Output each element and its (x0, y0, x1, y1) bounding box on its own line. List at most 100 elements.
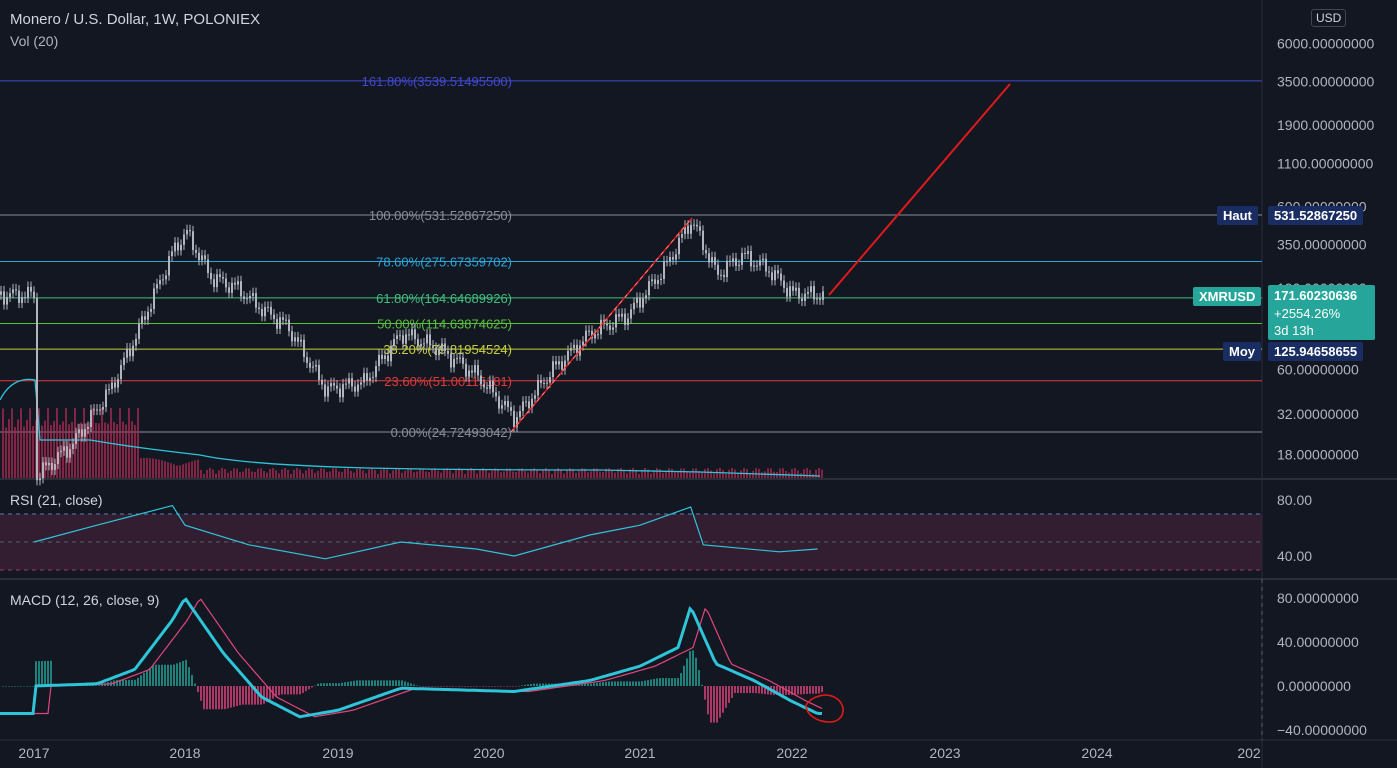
macd-histogram-bar (587, 683, 589, 686)
volume-bar (371, 468, 373, 478)
macd-histogram-bar (449, 686, 451, 687)
macd-histogram-bar (608, 681, 610, 686)
currency-button[interactable]: USD (1311, 9, 1347, 27)
macd-histogram-bar (17, 686, 19, 687)
price-candle-body (507, 400, 509, 408)
macd-histogram-bar (812, 686, 814, 694)
volume-bar (275, 470, 277, 478)
macd-histogram-bar (779, 686, 781, 695)
time-axis-label: 202 (1237, 745, 1261, 761)
volume-bar (269, 469, 271, 478)
macd-histogram-bar (497, 686, 499, 687)
price-candle-body (285, 319, 287, 321)
macd-histogram-bar (695, 657, 697, 686)
price-candle-body (300, 339, 302, 342)
macd-histogram-bar (719, 686, 721, 718)
price-candle-body (513, 410, 515, 428)
volume-bar (176, 465, 178, 478)
volume-bar (455, 469, 457, 478)
macd-histogram-bar (698, 670, 700, 686)
macd-histogram-bar (158, 664, 160, 686)
volume-bar (308, 468, 310, 478)
macd-histogram-bar (803, 686, 805, 695)
macd-histogram-bar (101, 684, 103, 686)
volume-bar (200, 469, 202, 478)
price-candle-body (189, 230, 191, 232)
volume-bar (272, 468, 274, 478)
price-candle-body (321, 379, 323, 385)
macd-histogram-bar (362, 680, 364, 686)
price-candle-body (744, 253, 746, 255)
volume-bar (338, 471, 340, 478)
price-candle-body (129, 348, 131, 357)
macd-histogram-bar (395, 680, 397, 686)
price-candle-body (372, 376, 374, 378)
macd-histogram-bar (206, 686, 208, 710)
price-candle-body (138, 323, 140, 339)
macd-histogram-bar (461, 686, 463, 687)
volume-bar (107, 423, 109, 478)
price-candle-body (132, 345, 134, 357)
price-candle-body (657, 280, 659, 284)
macd-histogram-bar (173, 664, 175, 686)
price-candle-body (90, 410, 92, 427)
price-candle-body (597, 334, 599, 336)
volume-bar (281, 469, 283, 478)
price-candle-body (459, 357, 461, 359)
macd-histogram-bar (422, 686, 424, 687)
macd-histogram-bar (134, 679, 136, 686)
macd-histogram-bar (530, 683, 532, 686)
price-candle-body (654, 279, 656, 284)
macd-histogram-bar (614, 681, 616, 686)
volume-bar (257, 468, 259, 478)
price-candle-body (84, 428, 86, 437)
volume-bar (665, 470, 667, 478)
price-candle-body (483, 384, 485, 388)
volume-bar (476, 473, 478, 478)
price-candle-body (756, 265, 758, 267)
volume-bar (680, 468, 682, 478)
volume-bar (578, 470, 580, 478)
price-candle-body (390, 345, 392, 362)
volume-bar (236, 468, 238, 478)
time-axis-label: 2017 (18, 745, 49, 761)
price-candle-body (684, 225, 686, 235)
price-candle-body (711, 257, 713, 263)
volume-bar (545, 468, 547, 478)
volume-bar (419, 468, 421, 478)
price-candle-body (357, 384, 359, 392)
price-candle-body (519, 410, 521, 418)
price-candle-body (42, 462, 44, 479)
macd-histogram-bar (593, 683, 595, 686)
volume-bar (407, 468, 409, 478)
price-candle-body (801, 298, 803, 301)
macd-histogram-bar (581, 683, 583, 686)
macd-histogram-bar (245, 686, 247, 705)
volume-bar (98, 423, 100, 478)
macd-histogram-bar (152, 665, 154, 686)
macd-histogram-bar (137, 677, 139, 686)
macd-histogram-bar (377, 680, 379, 686)
volume-bar (737, 473, 739, 478)
volume-bar (332, 468, 334, 478)
fib-level-label: 0.00%(24.72493042) (391, 425, 512, 440)
price-candle-body (804, 293, 806, 301)
price-candle-body (495, 392, 497, 397)
price-candle-body (159, 280, 161, 285)
macd-histogram-bar (659, 678, 661, 686)
price-candle-body (231, 282, 233, 293)
price-candle-body (609, 325, 611, 330)
fib-level-label: 100.00%(531.52867250) (369, 208, 512, 223)
macd-histogram-bar (104, 683, 106, 686)
price-candle-body (273, 314, 275, 320)
macd-histogram-bar (314, 685, 316, 687)
macd-histogram-bar (797, 686, 799, 695)
volume-bar (458, 468, 460, 478)
volume-bar (686, 471, 688, 478)
volume-bar (563, 473, 565, 478)
volume-bar (410, 468, 412, 478)
macd-histogram-bar (632, 681, 634, 686)
volume-bar (713, 473, 715, 478)
macd-histogram-bar (527, 684, 529, 686)
